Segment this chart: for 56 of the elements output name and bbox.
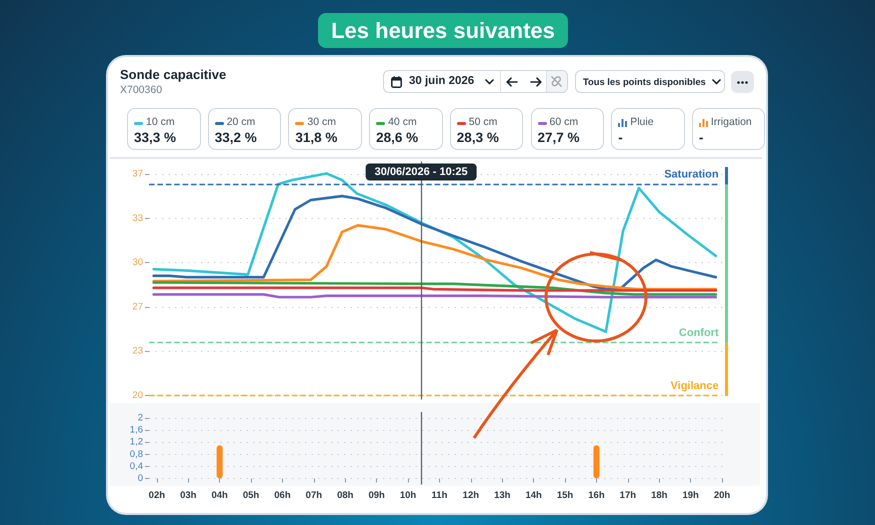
y-tick-label: 20 (132, 390, 143, 402)
text: 33,2 % (214, 130, 257, 146)
x-tick-label: 20h (714, 490, 730, 501)
y-tick-label: 0,8 (130, 448, 143, 460)
x-tick-label: 03h (180, 490, 197, 501)
ref-line-label: 30/06/2026 - 10:25 (374, 166, 468, 178)
y-tick-label: 30 (132, 257, 143, 268)
text: 31,8 % (295, 130, 338, 146)
x-tick-label: 04h (211, 490, 228, 501)
legend-label: Irrigation (710, 116, 752, 129)
y-tick-label: 33 (132, 212, 143, 224)
ref-line-label: Vigilance (670, 380, 719, 392)
legend-label: 40 cm (388, 116, 417, 129)
legend-label: 50 cm (468, 116, 498, 129)
x-tick-label: 12h (462, 490, 480, 501)
ref-line-label: Saturation (664, 168, 719, 181)
y-tick-label: 2 (138, 412, 143, 424)
text: 30 juin 2026 (409, 74, 474, 89)
y-tick-label: 0,4 (130, 460, 143, 472)
text: 28,6 % (376, 130, 418, 146)
x-tick-label: 17h (620, 490, 636, 501)
chart-subtitle: X700360 (120, 84, 162, 97)
legend-label: 10 cm (146, 116, 175, 129)
y-tick-label: 0 (138, 472, 143, 484)
x-tick-label: 09h (368, 490, 386, 501)
text: Les heures suivantes (318, 13, 568, 48)
x-tick-label: 19h (682, 490, 700, 501)
x-tick-label: 15h (556, 490, 574, 501)
text: 28,3 % (456, 130, 499, 146)
x-tick-label: 10h (400, 490, 416, 501)
x-tick-label: 14h (525, 490, 542, 501)
x-tick-label: 11h (432, 490, 448, 501)
x-tick-label: 06h (274, 490, 291, 501)
x-tick-label: 13h (494, 490, 511, 501)
y-tick-label: 23 (132, 346, 143, 357)
legend-label: Pluie (630, 116, 654, 129)
legend-label: 60 cm (550, 116, 578, 129)
x-tick-label: 16h (588, 490, 605, 501)
text: - (698, 130, 704, 146)
x-tick-label: 08h (337, 490, 354, 501)
text: - (618, 130, 623, 146)
y-tick-label: 37 (132, 168, 143, 180)
text: 27,7 % (538, 130, 580, 146)
y-tick-label: 27 (132, 301, 143, 312)
text: 33,3 % (134, 130, 176, 146)
y-tick-label: 1,2 (130, 436, 143, 448)
ref-line-label: Confort (678, 326, 719, 339)
text: Tous les points disponibles (583, 75, 706, 89)
y-tick-label: 1,6 (130, 424, 143, 436)
x-tick-label: 18h (651, 490, 668, 501)
legend-label: 30 cm (307, 116, 336, 129)
x-tick-label: 02h (148, 490, 166, 501)
x-tick-label: 05h (242, 490, 260, 501)
chart-title: Sonde capacitive (120, 67, 226, 83)
legend-label: 20 cm (226, 116, 256, 129)
x-tick-label: 07h (306, 490, 322, 501)
